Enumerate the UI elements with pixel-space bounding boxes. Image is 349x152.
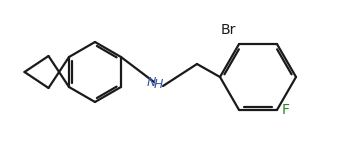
Text: Br: Br [221,23,236,37]
Text: F: F [282,103,290,117]
Text: N: N [146,76,156,88]
Text: H: H [153,78,163,90]
